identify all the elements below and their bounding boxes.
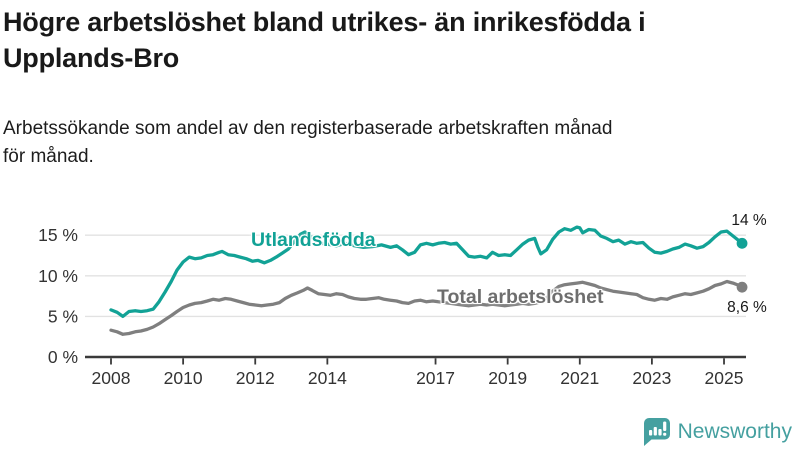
series-label-utlandsfodda: Utlandsfödda xyxy=(251,229,376,251)
series-lines xyxy=(109,225,744,336)
newsworthy-wordmark: Newsworthy xyxy=(677,419,792,443)
x-tick-labels: 2008 2010 2012 2014 2017 2019 2021 2023 2025 xyxy=(92,368,744,388)
svg-text:15 %: 15 % xyxy=(38,225,78,245)
series-end-dots xyxy=(736,237,748,293)
svg-text:2010: 2010 xyxy=(164,368,203,388)
svg-text:2023: 2023 xyxy=(632,368,671,388)
svg-text:2017: 2017 xyxy=(416,368,455,388)
svg-text:0 %: 0 % xyxy=(48,347,78,367)
newsworthy-logo-icon xyxy=(643,418,670,446)
end-value-label-utlandsfodda: 14 % xyxy=(731,212,767,229)
y-gridlines xyxy=(85,234,746,359)
newsworthy-branding: Newsworthy xyxy=(643,417,792,446)
svg-text:10 %: 10 % xyxy=(38,266,78,286)
y-tick-labels: 0 % 5 % 10 % 15 % xyxy=(38,225,78,367)
end-value-label-total: 8,6 % xyxy=(727,299,767,316)
svg-text:5 %: 5 % xyxy=(48,306,78,326)
svg-text:2021: 2021 xyxy=(560,368,599,388)
svg-text:2014: 2014 xyxy=(308,368,347,388)
chart-title: Högre arbetslöshet bland utrikes- än inr… xyxy=(3,7,646,73)
svg-text:2025: 2025 xyxy=(705,368,744,388)
svg-text:2008: 2008 xyxy=(92,368,131,388)
svg-text:2012: 2012 xyxy=(236,368,275,388)
series-label-total-arbetsloshet: Total arbetslöshet xyxy=(437,286,604,308)
svg-text:2019: 2019 xyxy=(488,368,527,388)
chart-subtitle: Arbetssökande som andel av den registerb… xyxy=(3,118,613,167)
x-tick-marks xyxy=(110,358,725,365)
